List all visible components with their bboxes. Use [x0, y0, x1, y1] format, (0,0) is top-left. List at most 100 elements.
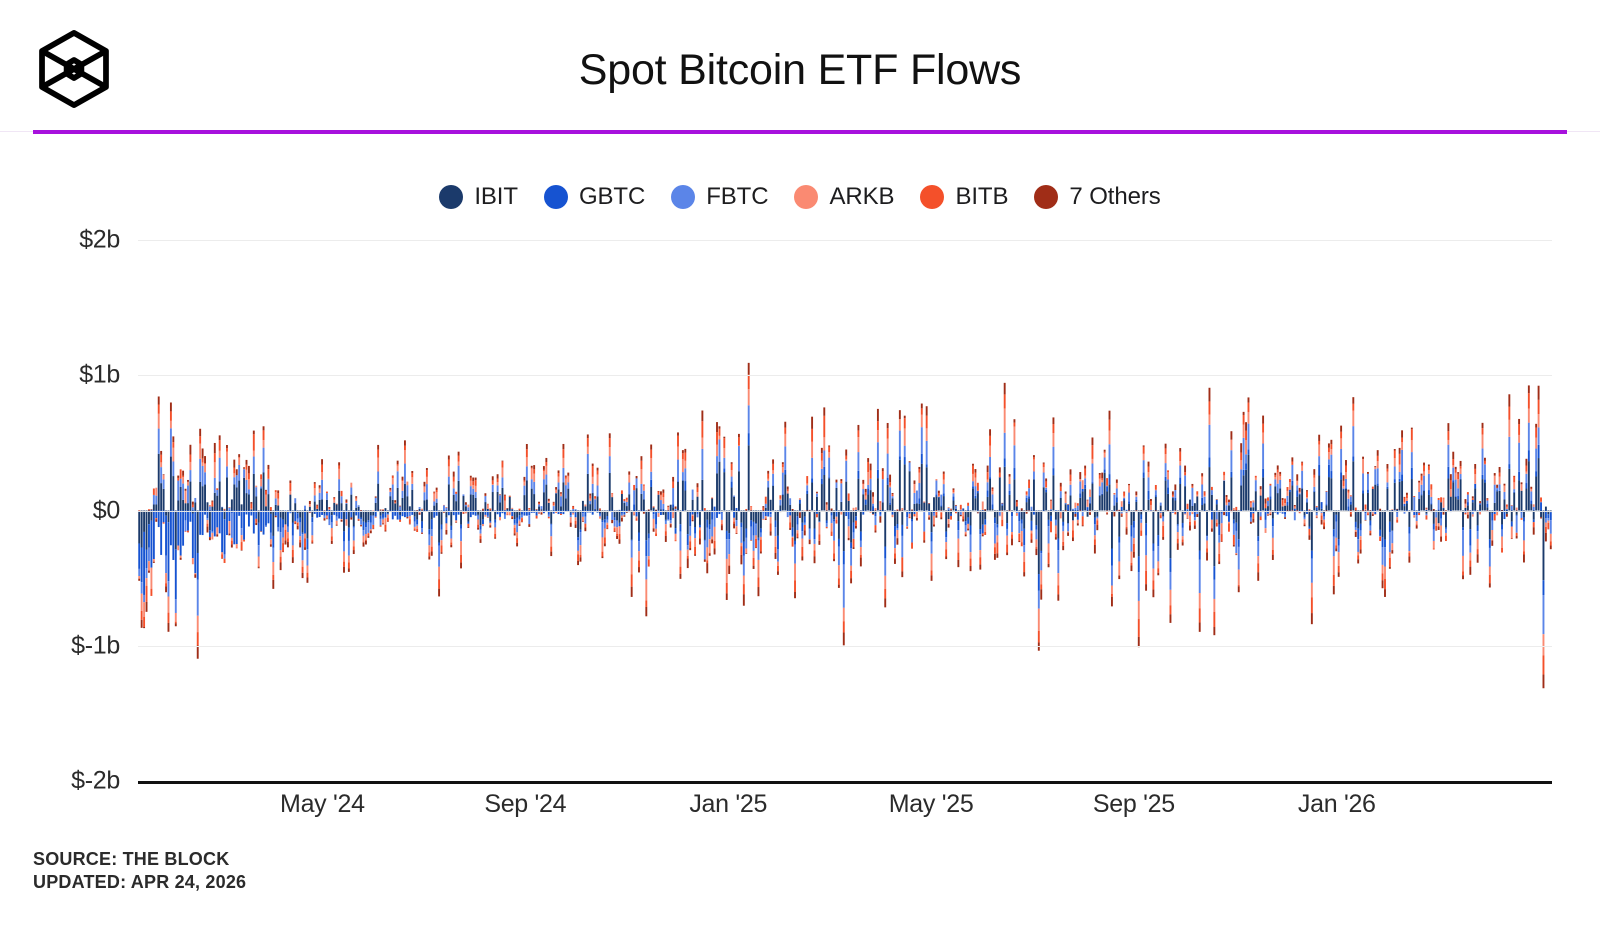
bar-segment [635, 488, 638, 511]
bar-segment [206, 510, 209, 519]
bar-segment [1096, 520, 1099, 526]
legend-item-arkb[interactable]: ARKB [794, 183, 895, 211]
bar-segment [733, 517, 736, 522]
bar-segment [1093, 539, 1096, 545]
bar-segment [1520, 482, 1523, 485]
bar-segment [613, 531, 616, 532]
bar-segment [191, 558, 194, 565]
bar-segment [162, 474, 165, 476]
bar-segment [455, 491, 458, 494]
bar-segment [1118, 575, 1121, 580]
bar-segment [140, 610, 143, 620]
bar-segment [935, 479, 938, 481]
bar-segment [1452, 465, 1455, 468]
bar-segment [689, 510, 692, 513]
bar-segment [1340, 438, 1343, 449]
bar-segment [830, 515, 833, 524]
bar-segment [447, 510, 450, 516]
bar-segment [1089, 503, 1091, 511]
bar-segment [247, 510, 250, 527]
bar-segment [382, 523, 384, 525]
bar-segment [223, 519, 226, 555]
bar-segment [491, 476, 494, 481]
bar-segment [674, 510, 677, 529]
bar-segment [950, 508, 952, 510]
bar-segment [913, 510, 916, 515]
legend-item-7-others[interactable]: 7 Others [1034, 183, 1161, 211]
bar-segment [662, 492, 665, 498]
bar-segment [599, 516, 601, 519]
bar-segment [811, 457, 814, 479]
legend-item-bitb[interactable]: BITB [920, 183, 1009, 211]
bar-segment [937, 493, 940, 496]
bar-segment [243, 510, 245, 540]
bar-segment [1410, 452, 1413, 468]
bar-segment [1540, 502, 1542, 511]
legend-item-fbtc[interactable]: FBTC [671, 183, 769, 211]
bar-segment [1225, 510, 1228, 517]
bar-segment [1091, 458, 1094, 464]
bar-segment [328, 509, 331, 510]
bar-segment [533, 473, 536, 482]
bar-segment [1208, 424, 1211, 458]
bar-segment [1281, 506, 1284, 511]
bar-segment [925, 428, 928, 441]
bar-segment [1274, 479, 1277, 487]
bar-segment [216, 527, 219, 535]
bar-segment [1220, 510, 1223, 514]
bar-segment [1469, 529, 1472, 546]
bar-segment [399, 510, 402, 515]
bar-segment [1413, 510, 1416, 516]
bar-segment [272, 562, 275, 575]
bar-segment [745, 508, 748, 511]
bar-segment [855, 520, 857, 526]
bar-segment [896, 509, 899, 511]
bar-segment [745, 548, 748, 554]
bar-segment [1498, 484, 1501, 491]
bar-segment [1184, 510, 1187, 514]
bar-segment [1047, 526, 1050, 544]
bar-segment [1203, 491, 1206, 492]
bar-segment [816, 513, 818, 518]
bar-segment [720, 511, 723, 513]
bar-segment [762, 518, 765, 520]
bar-segment [859, 510, 862, 532]
bar-segment [277, 510, 280, 527]
bar-segment [374, 497, 377, 503]
bar-segment [596, 496, 599, 511]
legend-item-ibit[interactable]: IBIT [439, 183, 518, 211]
bar-segment [945, 531, 948, 538]
bar-segment [501, 510, 504, 514]
bar-segment [1313, 486, 1316, 492]
bar-segment [1296, 485, 1299, 491]
bar-segment [411, 510, 414, 515]
bar-segment [586, 446, 589, 454]
bar-segment [1108, 474, 1111, 485]
bar-segment [730, 463, 733, 471]
bar-segment [833, 553, 835, 559]
bar-segment [467, 526, 470, 528]
bar-segment [211, 500, 214, 502]
bar-segment [1466, 494, 1469, 503]
bar-segment [993, 543, 996, 548]
bar-segment [1420, 495, 1423, 511]
bar-segment [1335, 510, 1338, 515]
bar-segment [774, 546, 777, 553]
bar-segment [508, 511, 511, 513]
bar-segment [1225, 497, 1228, 503]
bar-segment [1503, 510, 1506, 520]
bar-segment [574, 524, 577, 528]
bar-segment [942, 493, 945, 497]
bar-segment [1101, 493, 1104, 495]
bar-segment [1340, 479, 1343, 511]
bar-segment [828, 478, 831, 511]
bar-segment [1296, 496, 1299, 511]
bar-segment [884, 588, 887, 599]
bar-segment [811, 428, 814, 442]
legend-item-gbtc[interactable]: GBTC [543, 183, 645, 211]
bar-segment [635, 475, 638, 479]
bar-segment [852, 510, 855, 523]
bar-segment [1440, 525, 1443, 537]
bar-segment [694, 554, 697, 556]
bar-segment [728, 539, 731, 555]
